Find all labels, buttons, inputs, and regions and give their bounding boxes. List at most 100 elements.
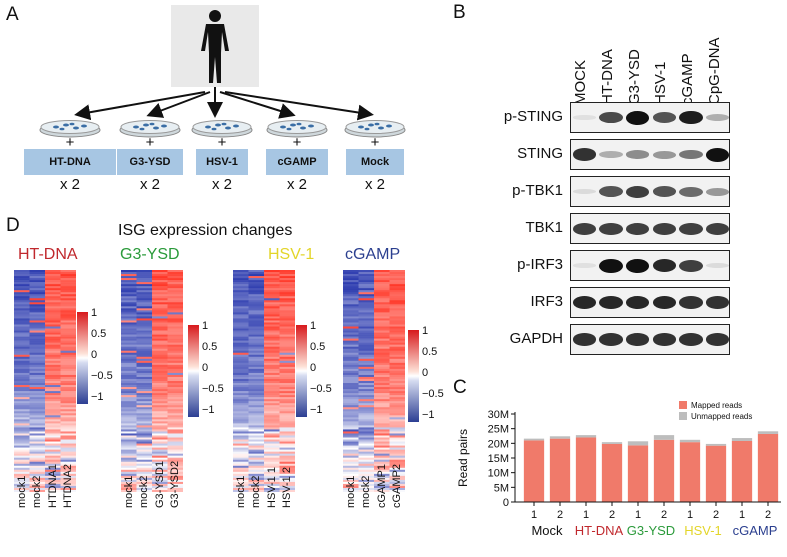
blot-band	[652, 333, 677, 346]
treatment-label: cGAMP	[266, 149, 328, 175]
blot-row	[570, 250, 730, 281]
heatmap-column-label: mock2	[360, 475, 373, 508]
blot-row-label: p-IRF3	[517, 256, 563, 273]
heatmap-column-label: mock1	[234, 475, 247, 508]
legend-swatch	[679, 401, 687, 409]
mapped-reads-bar	[549, 438, 571, 502]
x-tick-label: 2	[765, 509, 771, 521]
replicate-count: x 2	[211, 176, 232, 193]
colorbar-tick: −0.5	[202, 383, 224, 395]
mapped-reads-bar	[601, 443, 623, 502]
heatmap-column-label: mock1	[122, 475, 135, 508]
blot-band	[572, 263, 597, 268]
blot-band	[705, 147, 729, 162]
x-group-label: HT-DNA	[575, 523, 624, 538]
heatmap-grid	[121, 270, 183, 492]
unmapped-reads-bar	[627, 441, 649, 446]
blot-band	[652, 222, 677, 235]
y-tick-label: 10M	[488, 468, 509, 480]
plus-sign: +	[217, 134, 227, 151]
blot-band	[625, 185, 650, 198]
colorbar	[77, 312, 88, 404]
colorbar-tick: 1	[202, 320, 209, 332]
colorbar-tick: −0.5	[422, 388, 444, 400]
blot-band	[652, 259, 677, 272]
blot-band	[652, 296, 677, 309]
unmapped-reads-bar	[705, 443, 727, 446]
unmapped-reads-bar	[679, 439, 701, 443]
blot-band	[572, 296, 597, 309]
treatment-label: HT-DNA	[24, 149, 116, 175]
heatmap-title: ISG expression changes	[118, 222, 293, 239]
heatmap-column-label: HTDNA1	[46, 463, 59, 508]
y-axis-title: Read pairs	[456, 429, 470, 487]
heatmap-grid	[343, 270, 405, 492]
blot-band	[599, 222, 623, 235]
plus-sign: +	[370, 134, 380, 151]
x-tick-label: 2	[713, 509, 719, 521]
blot-band	[679, 296, 703, 309]
blot-row-label: TBK1	[525, 219, 563, 236]
legend-label: Mapped reads	[691, 401, 742, 410]
blot-row	[570, 287, 730, 318]
plus-sign: +	[65, 134, 75, 151]
colorbar-tick: −1	[91, 391, 104, 403]
blot-row-label: GAPDH	[509, 330, 563, 347]
panel-letter-b: B	[453, 2, 466, 23]
panel-letter-a: A	[6, 4, 19, 25]
blot-band	[599, 296, 623, 309]
y-tick-label: 15M	[488, 453, 509, 465]
x-tick-label: 1	[739, 509, 745, 521]
replicate-count: x 2	[286, 176, 307, 193]
blot-band	[705, 114, 729, 121]
colorbar-tick: 1	[422, 325, 429, 337]
blot-band	[599, 151, 623, 158]
blot-band	[625, 222, 650, 235]
blot-row	[570, 139, 730, 170]
petri-dish-icon	[118, 118, 182, 138]
mapped-reads-bar	[523, 440, 545, 502]
colorbar-tick: 0	[202, 362, 209, 374]
heatmap-column-label: G3-YSD2	[169, 460, 182, 508]
mapped-reads-bar	[757, 433, 779, 502]
petri-dish-icon	[38, 118, 102, 138]
treatment-label: Mock	[346, 149, 404, 175]
colorbar-tick: 0.5	[422, 346, 438, 358]
heatmap-column-label: mock2	[138, 475, 151, 508]
replicate-count: x 2	[364, 176, 385, 193]
colorbar	[408, 330, 419, 422]
colorbar-tick: 0	[310, 362, 317, 374]
blot-band	[679, 259, 703, 272]
x-group-label: G3-YSD	[627, 523, 675, 538]
panel-b-western-blot: MOCK HT-DNA G3-YSD HSV-1 cGAMP CpG-DNA p-STIN…	[455, 0, 787, 370]
heatmap-grid	[233, 270, 295, 492]
heatmap-column-label: HSV-1 2	[281, 467, 294, 508]
heatmap-name: HSV-1	[268, 246, 315, 263]
y-tick-label: 0	[503, 497, 509, 509]
x-group-label: Mock	[531, 523, 563, 538]
heatmap-column-label: HSV-1 1	[265, 467, 278, 508]
colorbar-tick: 1	[310, 320, 317, 332]
blot-band	[572, 333, 597, 346]
heatmap-column-label: mock2	[31, 475, 44, 508]
blot-band	[705, 333, 729, 346]
petri-dish-icon	[265, 118, 329, 138]
mapped-reads-bar	[705, 445, 727, 502]
colorbar-tick: 0.5	[91, 328, 107, 340]
blot-band	[652, 150, 677, 159]
colorbar-tick: 0.5	[310, 341, 326, 353]
lane-label: HSV-1	[652, 61, 670, 105]
blot-band	[625, 110, 650, 125]
colorbar-tick: 0	[422, 367, 429, 379]
unmapped-reads-bar	[575, 435, 597, 438]
blot-row	[570, 213, 730, 244]
blot-band	[679, 186, 703, 197]
blot-band	[572, 115, 597, 120]
blot-band	[625, 150, 650, 159]
blot-row	[570, 176, 730, 207]
mapped-reads-bar	[653, 439, 675, 502]
x-tick-label: 1	[687, 509, 693, 521]
lane-label: cGAMP	[679, 53, 696, 105]
plus-sign: +	[292, 134, 302, 151]
colorbar-tick: −1	[202, 404, 215, 416]
